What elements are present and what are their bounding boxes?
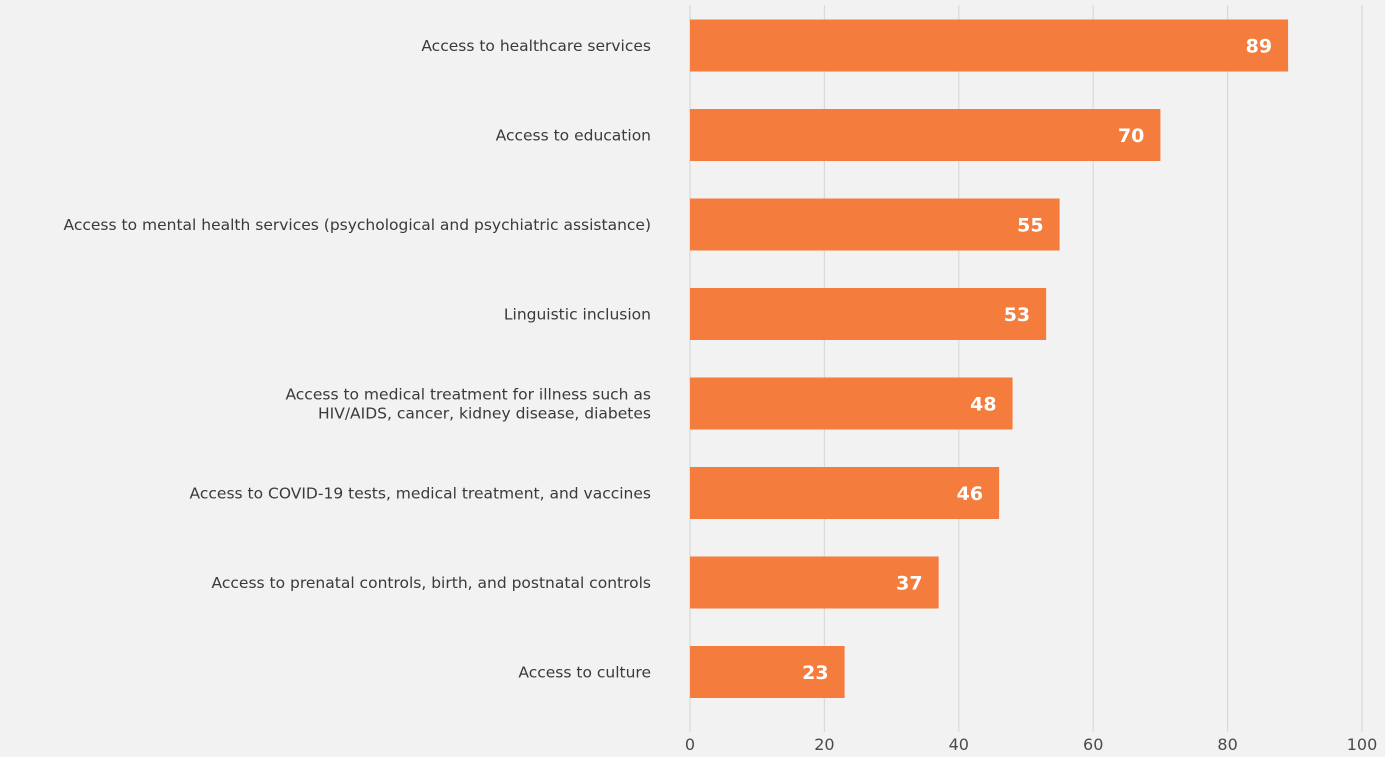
- bar: [690, 467, 1000, 519]
- bar-value-label: 53: [1004, 304, 1030, 326]
- x-tick-label: 0: [685, 735, 695, 754]
- x-tick-label: 60: [1083, 735, 1103, 754]
- bar-value-label: 89: [1246, 36, 1272, 58]
- category-label: Access to mental health services (psycho…: [64, 216, 651, 234]
- category-label: Access to prenatal controls, birth, and …: [212, 574, 651, 592]
- bar-value-label: 55: [1017, 215, 1043, 237]
- bar-value-label: 46: [957, 483, 983, 505]
- category-label-line: Access to prenatal controls, birth, and …: [212, 574, 651, 592]
- category-label: Access to COVID-19 tests, medical treatm…: [190, 485, 651, 503]
- category-label-line: Linguistic inclusion: [504, 306, 651, 324]
- bar: [690, 109, 1161, 161]
- bar: [690, 19, 1289, 72]
- x-tick-label: 80: [1217, 735, 1237, 754]
- bar: [690, 646, 845, 698]
- bar-value-label: 70: [1118, 125, 1144, 147]
- category-label: Access to medical treatment for illness …: [285, 386, 651, 423]
- x-tick-label: 100: [1347, 735, 1378, 754]
- category-label: Access to healthcare services: [421, 37, 651, 55]
- bars: [690, 19, 1289, 698]
- category-label-line: Access to healthcare services: [421, 37, 651, 55]
- category-label: Linguistic inclusion: [504, 306, 651, 324]
- value-labels: 89 70 55 53 48 46 37 23: [802, 36, 1272, 685]
- category-label-line: Access to mental health services (psycho…: [64, 216, 651, 234]
- category-label-line: Access to COVID-19 tests, medical treatm…: [190, 485, 651, 503]
- category-label: Access to education: [496, 127, 651, 145]
- category-labels: Access to healthcare services Access to e…: [64, 37, 651, 682]
- category-label-line: Access to culture: [518, 664, 651, 682]
- category-label-line: HIV/AIDS, cancer, kidney disease, diabet…: [318, 405, 651, 423]
- bar: [690, 288, 1047, 340]
- category-label-line: Access to education: [496, 127, 651, 145]
- bar: [690, 556, 939, 609]
- x-tick-label: 40: [949, 735, 969, 754]
- x-tick-label: 20: [814, 735, 834, 754]
- bar-value-label: 48: [970, 394, 996, 416]
- bar-value-label: 23: [802, 662, 828, 684]
- bar-value-label: 37: [896, 573, 922, 595]
- x-axis-tick-labels: 0 20 40 60 80 100: [685, 735, 1377, 754]
- category-label-line: Access to medical treatment for illness …: [285, 386, 651, 404]
- category-label: Access to culture: [518, 664, 651, 682]
- bar: [690, 198, 1060, 251]
- bar: [690, 377, 1013, 430]
